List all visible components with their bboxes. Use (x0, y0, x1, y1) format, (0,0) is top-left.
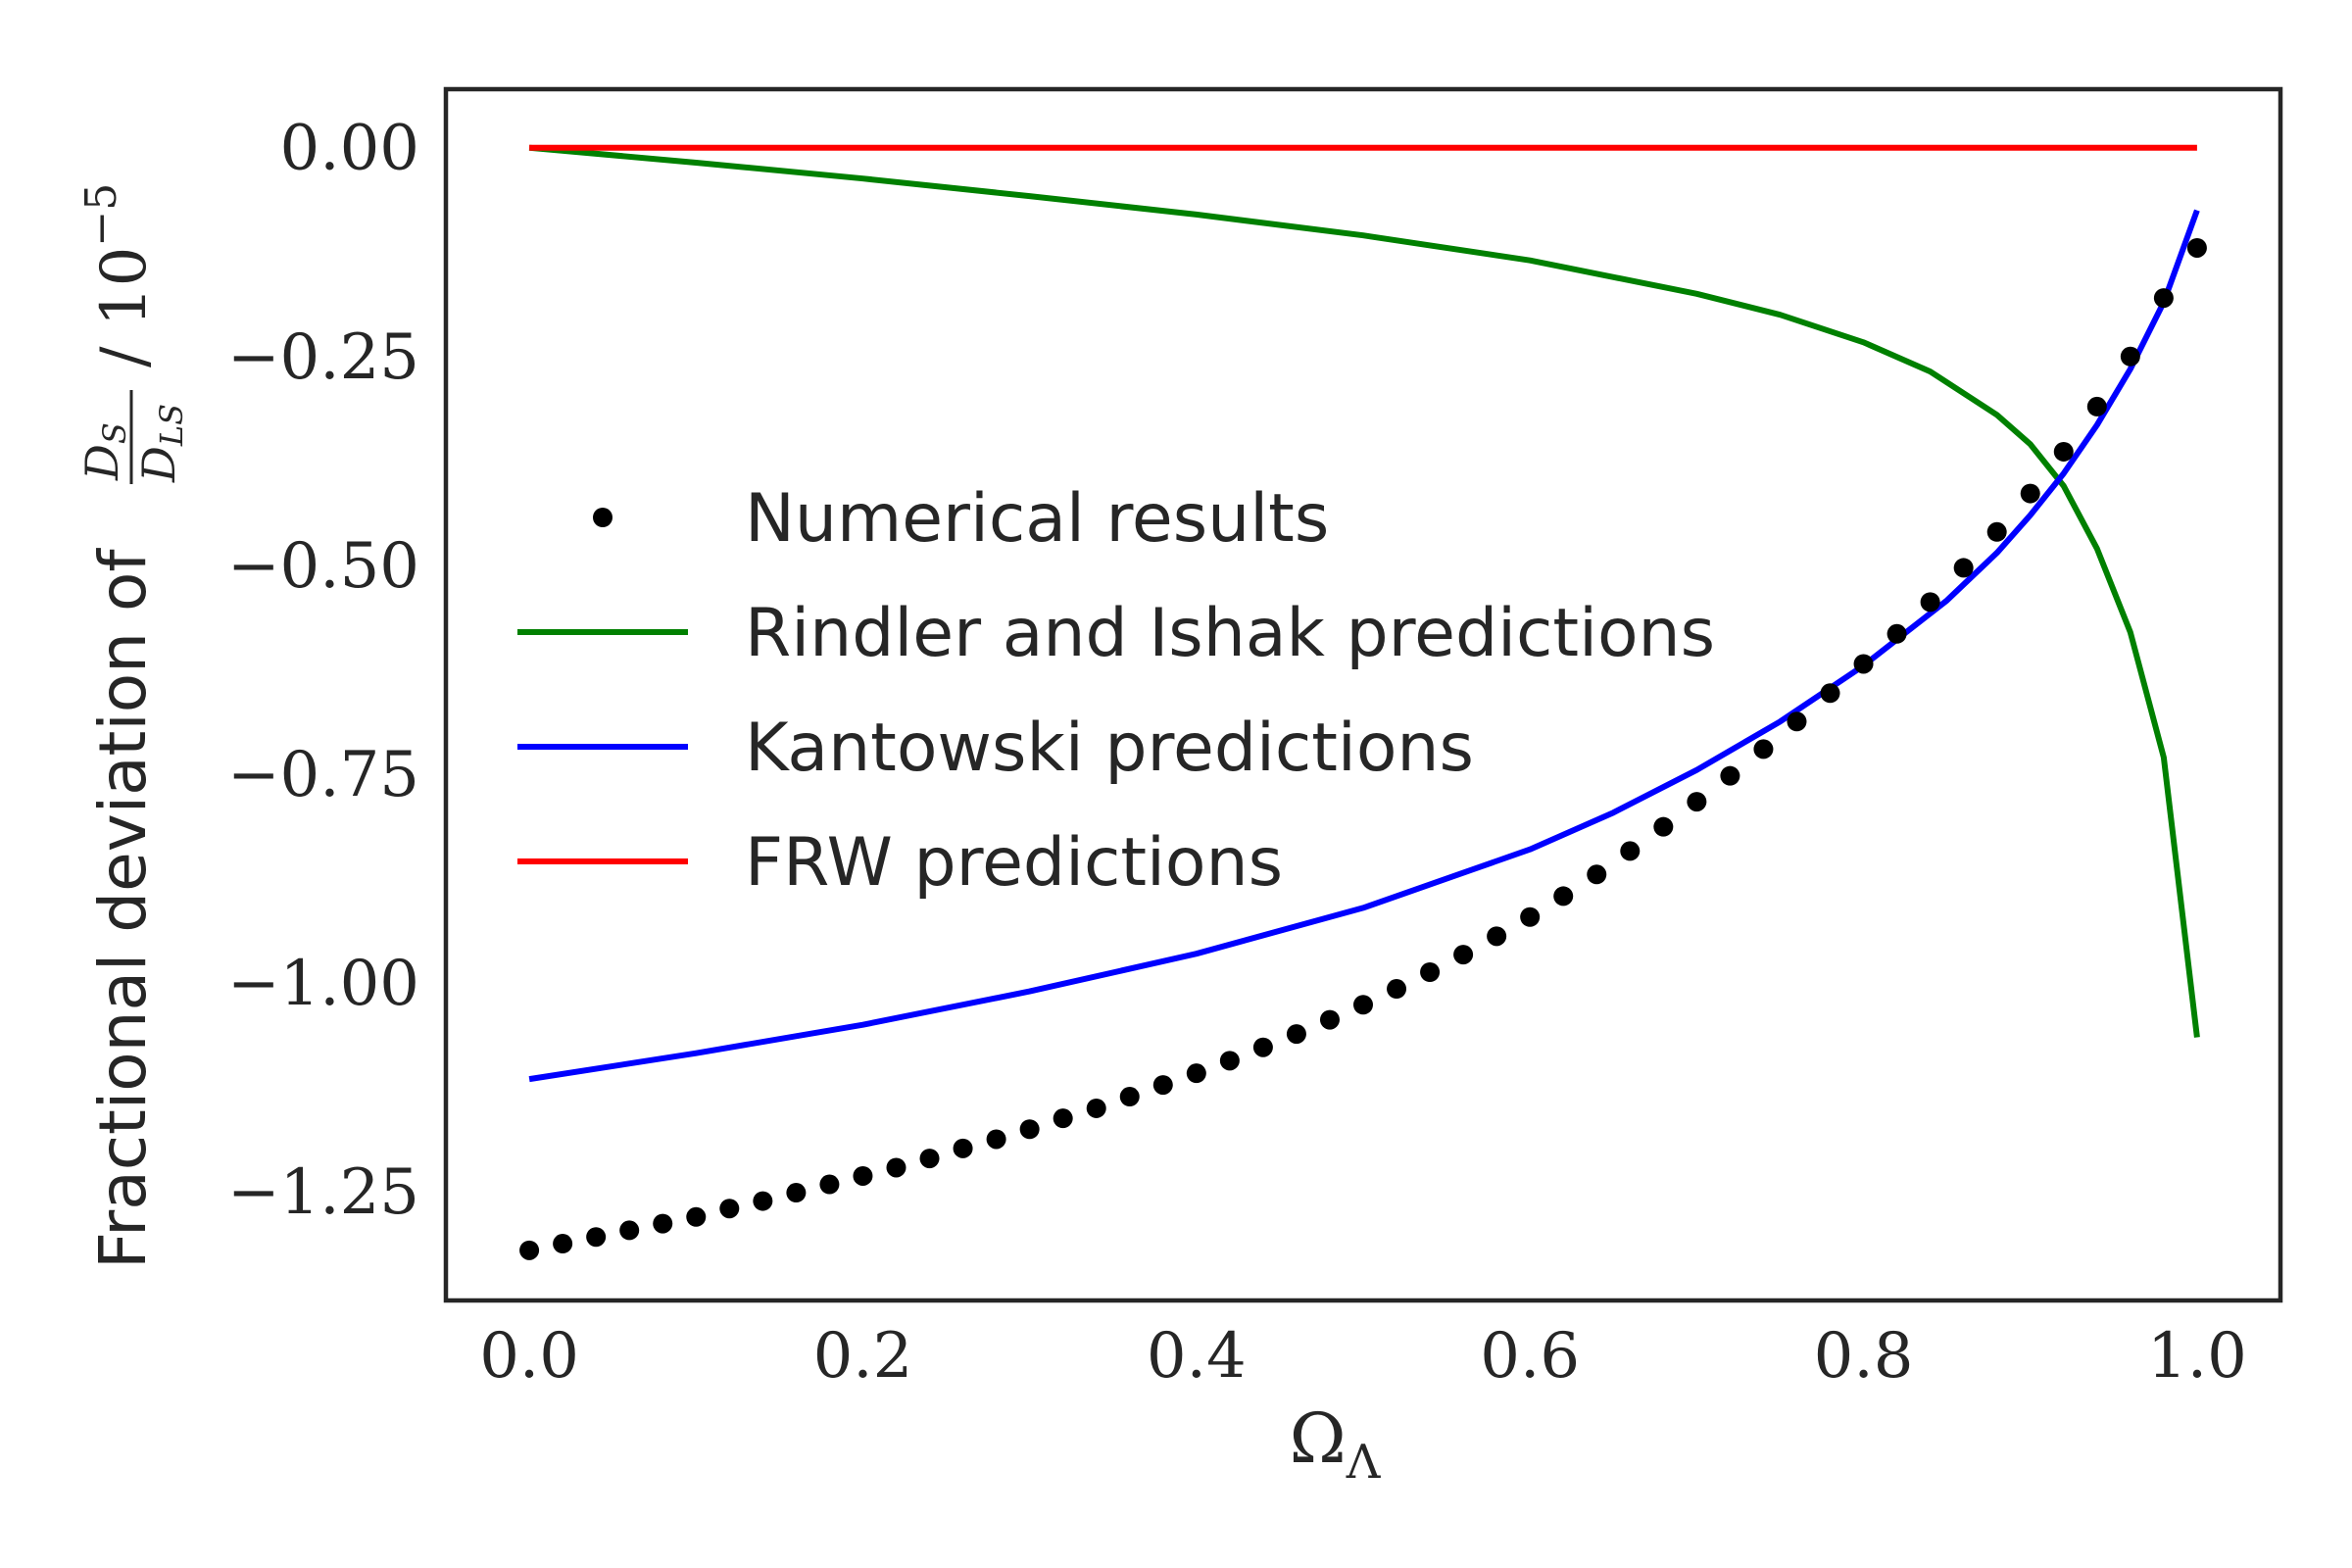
data-point (1820, 683, 1840, 704)
x-axis-label-subscript: Λ (1346, 1435, 1382, 1490)
x-tick-label: 0.4 (1147, 1320, 1247, 1393)
y-tick-label: −0.75 (227, 739, 419, 811)
x-tick-label: 1.0 (2147, 1320, 2247, 1393)
data-point (1019, 1119, 1040, 1140)
data-point (1953, 558, 1974, 578)
series-line-kantowski-predictions (528, 209, 2200, 1083)
x-tick-label: 0.2 (813, 1320, 913, 1393)
x-tick-labels: 0.0 0.2 0.4 0.6 0.8 1.0 (479, 1320, 2247, 1393)
series-line-rindler-and-ishak-predictions (528, 144, 2200, 1038)
legend-label-numerical-results: Numerical results (745, 480, 1329, 558)
data-point (1553, 886, 1574, 906)
data-point (1186, 1063, 1206, 1084)
data-point (2186, 237, 2207, 258)
x-axis-label-base: Ω (1290, 1398, 1347, 1479)
x-axis-label: ΩΛ (1290, 1398, 1382, 1490)
data-point (619, 1220, 640, 1241)
data-point (919, 1149, 940, 1169)
data-point (1587, 864, 1607, 885)
data-point (1286, 1024, 1306, 1045)
y-tick-label: 0.00 (280, 113, 420, 185)
y-tick-label: −0.50 (227, 530, 419, 603)
data-point (1319, 1009, 1340, 1030)
data-point (553, 1234, 573, 1254)
data-point (819, 1174, 840, 1195)
data-point (1252, 1037, 1273, 1057)
data-point (1487, 926, 1507, 947)
data-point (1420, 962, 1441, 983)
data-point (586, 1227, 607, 1248)
data-point (1119, 1087, 1140, 1107)
data-point (1986, 521, 2007, 542)
y-axis-label-denominator: DLS (132, 404, 190, 483)
data-point (1520, 906, 1541, 927)
legend-label-rindler-ishak: Rindler and Ishak predictions (745, 595, 1715, 672)
data-point (1853, 654, 1874, 674)
data-point (986, 1129, 1006, 1150)
x-tick-label: 0.8 (1814, 1320, 1914, 1393)
data-point (753, 1191, 773, 1211)
data-point (1219, 1051, 1240, 1071)
y-axis-label-scale: / 10−5 (76, 183, 161, 368)
series-layer (519, 144, 2207, 1260)
data-point (1086, 1098, 1106, 1118)
y-tick-labels: 0.00 −0.25 −0.50 −0.75 −1.00 −1.25 (227, 113, 419, 1230)
data-point (1453, 945, 1474, 965)
data-point (2020, 483, 2040, 504)
y-axis-label-fraction: DS DLS (75, 390, 190, 484)
legend-label-kantowski: Kantowski predictions (745, 710, 1474, 787)
data-point (1787, 711, 1807, 732)
data-point (2053, 441, 2074, 462)
legend: Numerical results Rindler and Ishak pred… (517, 480, 1715, 902)
data-point (886, 1157, 906, 1178)
data-point (1653, 816, 1674, 837)
data-point (1053, 1108, 1073, 1129)
data-point (953, 1138, 973, 1158)
data-point (1886, 623, 1907, 644)
series-numerical-results (519, 237, 2207, 1260)
data-point (1620, 841, 1641, 861)
y-tick-label: −0.25 (227, 321, 419, 394)
data-point (2120, 346, 2140, 367)
plot-frame (443, 86, 2283, 1303)
data-point (519, 1240, 540, 1260)
data-point (786, 1183, 807, 1203)
data-point (1753, 739, 1774, 760)
data-point (2153, 288, 2174, 309)
y-axis-label: Fractional deviation of DS DLS / 10−5 (75, 183, 190, 1269)
x-tick-label: 0.0 (479, 1320, 579, 1393)
y-axis-label-prefix: Fractional deviation of (85, 548, 161, 1269)
y-axis-label-numerator: DS (75, 422, 133, 481)
y-tick-label: −1.25 (227, 1156, 419, 1229)
legend-marker-numerical-results (593, 508, 612, 527)
data-point (853, 1165, 873, 1186)
data-point (1387, 979, 1407, 1000)
legend-label-frw: FRW predictions (745, 824, 1283, 902)
data-point (686, 1206, 707, 1227)
data-point (653, 1213, 673, 1234)
data-point (1720, 765, 1740, 786)
data-point (1152, 1075, 1173, 1096)
data-point (719, 1199, 740, 1219)
data-point (2086, 396, 2107, 416)
data-point (1687, 792, 1707, 812)
data-point (1353, 995, 1373, 1015)
x-tick-label: 0.6 (1480, 1320, 1580, 1393)
data-point (1920, 592, 1940, 612)
y-tick-label: −1.00 (227, 948, 419, 1020)
